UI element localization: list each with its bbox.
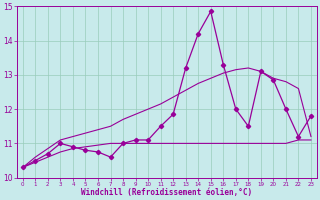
X-axis label: Windchill (Refroidissement éolien,°C): Windchill (Refroidissement éolien,°C) [81, 188, 252, 197]
